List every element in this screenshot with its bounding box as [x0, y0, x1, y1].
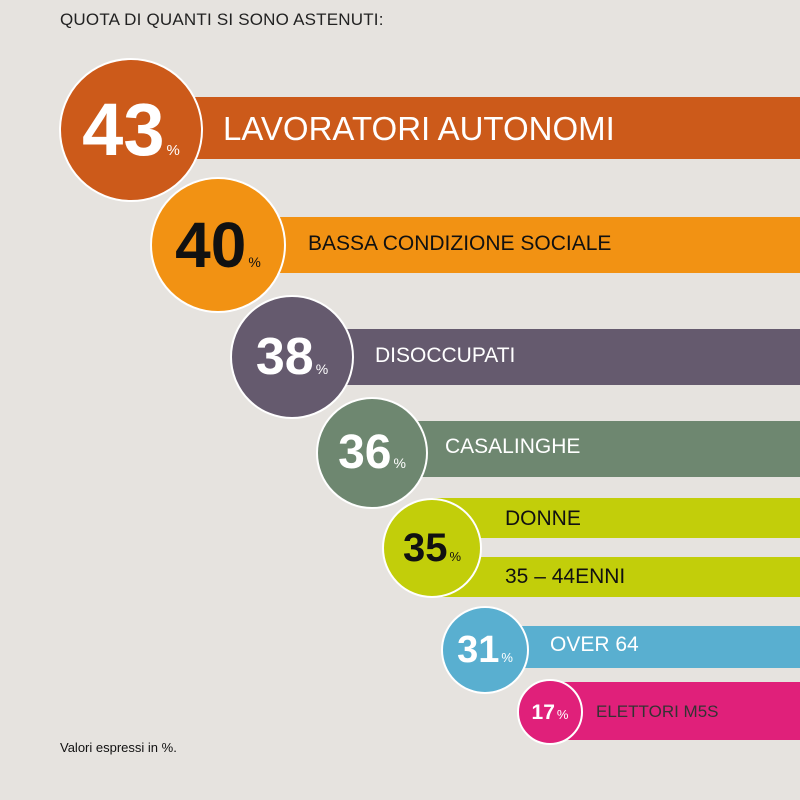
data-label: 38 — [255, 328, 314, 386]
percent-sign: % — [248, 254, 261, 270]
bar-label: OVER 64 — [550, 632, 639, 656]
bar-label: BASSA CONDIZIONE SOCIALE — [308, 231, 612, 255]
value-circle: 17% — [517, 679, 583, 745]
value-circle: 31% — [441, 606, 529, 694]
bar-2 — [218, 217, 800, 273]
bar-label: 35 – 44ENNI — [505, 564, 626, 588]
percent-sign: % — [166, 142, 180, 159]
value-circle: 43% — [59, 58, 203, 202]
bar-label: LAVORATORI AUTONOMI — [223, 109, 615, 147]
bar-label: CASALINGHE — [445, 434, 581, 458]
data-label: 35 — [402, 526, 448, 570]
chart-title: QUOTA DI QUANTI SI SONO ASTENUTI: — [60, 10, 384, 29]
percent-sign: % — [449, 549, 462, 564]
bar-label: DISOCCUPATI — [375, 343, 516, 367]
value-circle: 38% — [230, 295, 354, 419]
percent-sign: % — [556, 706, 569, 722]
percent-sign: % — [501, 650, 513, 665]
value-circle: 35% — [382, 498, 482, 598]
bar-5-1 — [432, 498, 800, 538]
data-label: 40 — [175, 209, 247, 281]
percent-sign: % — [393, 455, 406, 471]
footnote: Valori espressi in %. — [60, 740, 177, 755]
bar-label: DONNE — [505, 506, 581, 530]
data-label: 17 — [531, 700, 555, 724]
bar-4 — [372, 421, 800, 477]
data-label: 36 — [338, 426, 392, 479]
data-label: 31 — [457, 629, 500, 671]
value-circle: 36% — [316, 397, 428, 509]
percent-sign: % — [315, 361, 329, 377]
bar-3 — [292, 329, 800, 385]
bar-7 — [550, 682, 800, 740]
bar-label: ELETTORI M5S — [596, 702, 719, 722]
data-label: 43 — [82, 88, 165, 171]
bar-5-2 — [432, 557, 800, 597]
bar-6 — [485, 626, 800, 668]
bar-1 — [131, 97, 800, 159]
value-circle: 40% — [150, 177, 286, 313]
